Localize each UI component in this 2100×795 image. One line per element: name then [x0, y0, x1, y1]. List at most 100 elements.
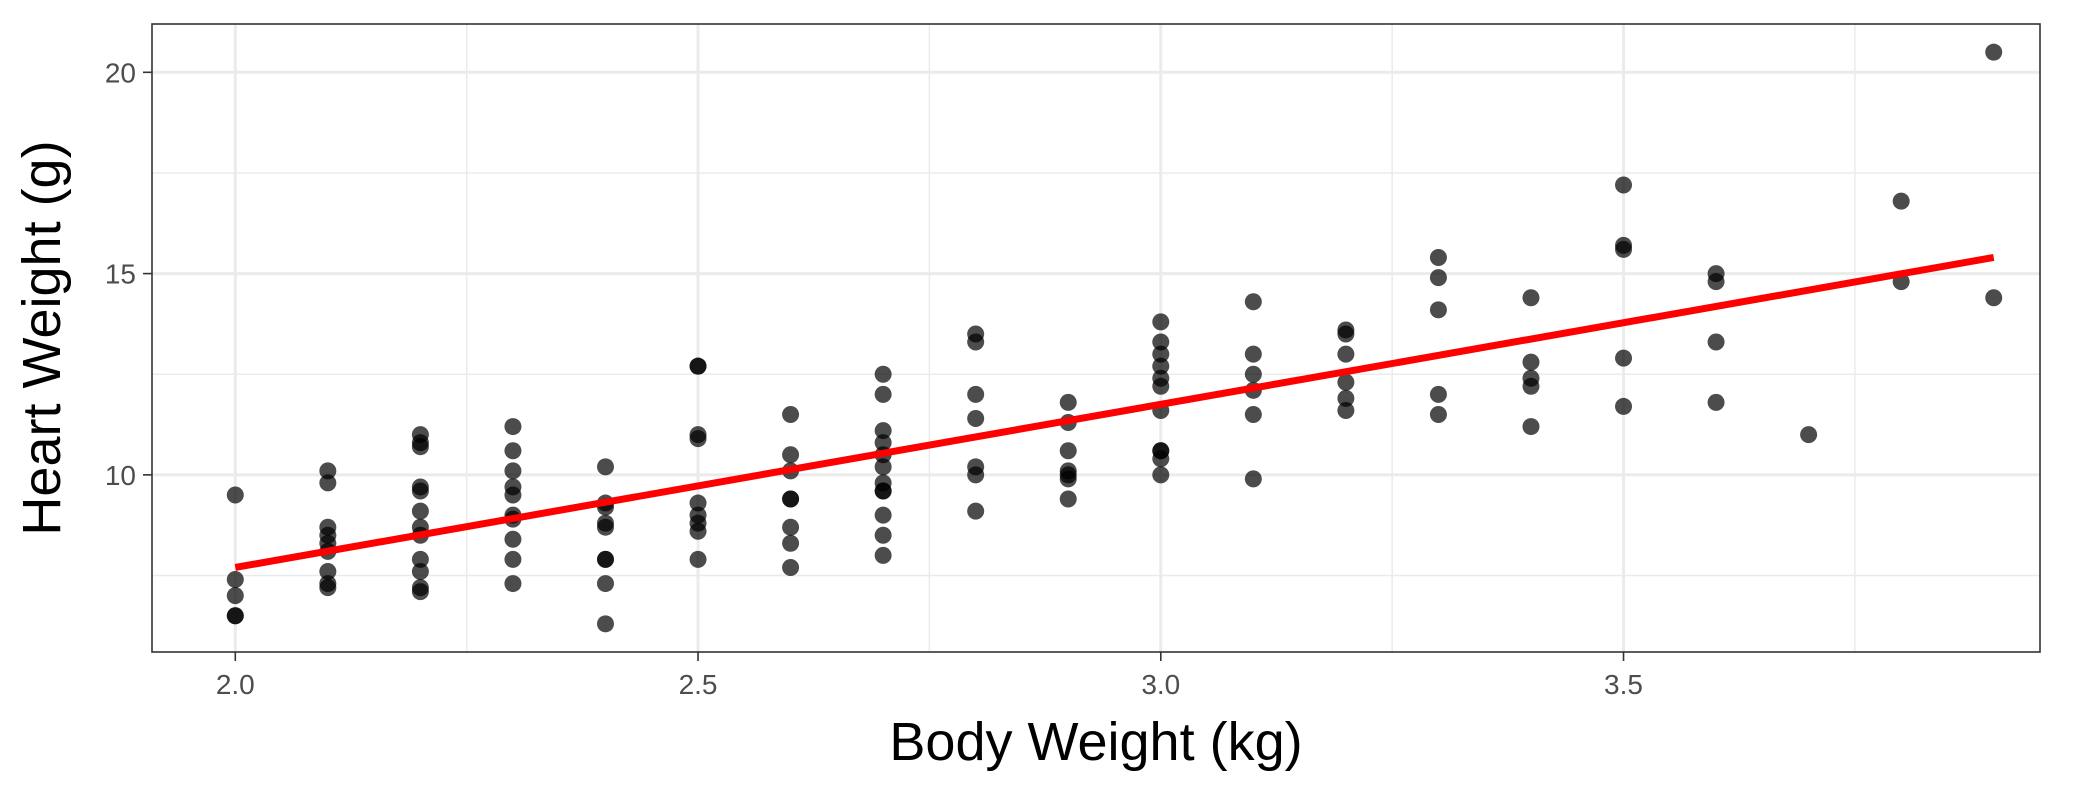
data-point-72 — [874, 526, 892, 544]
y-tick-label-1: 15 — [105, 259, 136, 290]
data-point-49 — [689, 494, 707, 512]
data-point-53 — [689, 550, 707, 568]
data-point-13 — [319, 579, 337, 597]
data-point-4 — [226, 607, 244, 625]
data-point-54 — [782, 405, 800, 423]
data-point-101 — [1244, 365, 1262, 383]
data-point-46 — [689, 357, 707, 375]
data-point-5 — [319, 462, 337, 480]
minor-gridlines — [152, 24, 2040, 652]
data-point-106 — [1337, 325, 1355, 343]
data-point-76 — [967, 385, 985, 403]
data-point-112 — [1429, 269, 1447, 287]
x-tick-label-1: 2.5 — [679, 669, 718, 700]
data-point-33 — [504, 530, 522, 548]
y-axis-title: Heart Weight (g) — [12, 140, 72, 535]
data-point-115 — [1429, 405, 1447, 423]
data-point-89 — [1152, 333, 1170, 351]
data-point-62 — [874, 365, 892, 383]
data-point-55 — [782, 446, 800, 464]
data-point-11 — [319, 562, 337, 580]
data-point-134 — [1985, 289, 2003, 307]
data-point-70 — [874, 482, 892, 500]
x-tick-label-3: 3.5 — [1604, 669, 1643, 700]
data-point-61 — [782, 558, 800, 576]
data-point-2 — [226, 587, 244, 605]
data-point-81 — [1059, 393, 1077, 411]
data-point-60 — [782, 534, 800, 552]
major-gridlines — [152, 24, 2040, 652]
data-point-42 — [596, 550, 614, 568]
data-point-18 — [411, 482, 429, 500]
data-point-117 — [1522, 353, 1540, 371]
data-point-114 — [1429, 385, 1447, 403]
data-point-98 — [1152, 466, 1170, 484]
data-point-28 — [504, 462, 522, 480]
data-point-59 — [782, 518, 800, 536]
data-point-93 — [1152, 377, 1170, 395]
data-point-109 — [1337, 389, 1355, 407]
data-point-91 — [1152, 357, 1170, 375]
data-point-104 — [1244, 470, 1262, 488]
data-point-63 — [874, 385, 892, 403]
data-point-128 — [1707, 333, 1725, 351]
data-point-107 — [1337, 345, 1355, 363]
data-point-48 — [689, 430, 707, 448]
data-point-25 — [411, 583, 429, 601]
data-point-83 — [1059, 442, 1077, 460]
data-point-88 — [1152, 313, 1170, 331]
data-point-35 — [504, 575, 522, 593]
data-point-22 — [411, 550, 429, 568]
data-point-120 — [1522, 418, 1540, 436]
data-point-34 — [504, 550, 522, 568]
data-point-108 — [1337, 373, 1355, 391]
data-point-116 — [1522, 289, 1540, 307]
data-point-123 — [1615, 240, 1633, 258]
panel-border — [151, 23, 2041, 653]
data-point-99 — [1244, 293, 1262, 311]
data-point-133 — [1985, 43, 2003, 61]
data-point-125 — [1615, 397, 1633, 415]
data-point-75 — [967, 333, 985, 351]
y-tick-label-2: 20 — [105, 57, 136, 88]
data-point-36 — [596, 458, 614, 476]
data-point-67 — [874, 458, 892, 476]
y-tick-label-0: 10 — [105, 460, 136, 491]
data-point-64 — [874, 422, 892, 440]
data-point-119 — [1522, 377, 1540, 395]
data-point-100 — [1244, 345, 1262, 363]
data-point-52 — [689, 522, 707, 540]
data-point-44 — [596, 615, 614, 633]
data-point-26 — [504, 418, 522, 436]
data-point-77 — [967, 410, 985, 428]
x-axis: 2.0 2.5 3.0 3.5 — [216, 652, 1643, 700]
data-point-79 — [967, 466, 985, 484]
data-point-23 — [411, 562, 429, 580]
data-point-97 — [1152, 450, 1170, 468]
data-point-86 — [1059, 470, 1077, 488]
data-point-0 — [226, 486, 244, 504]
data-point-16 — [411, 438, 429, 456]
data-point-130 — [1800, 426, 1818, 444]
data-point-40 — [596, 518, 614, 536]
data-point-19 — [411, 502, 429, 520]
data-point-110 — [1337, 401, 1355, 419]
data-point-65 — [874, 434, 892, 452]
data-point-27 — [504, 442, 522, 460]
data-point-124 — [1615, 349, 1633, 367]
data-point-30 — [504, 486, 522, 504]
y-axis: 10 15 20 — [105, 57, 152, 491]
x-axis-title: Body Weight (kg) — [889, 712, 1302, 772]
data-point-87 — [1059, 490, 1077, 508]
data-point-131 — [1892, 192, 1910, 210]
data-point-129 — [1707, 393, 1725, 411]
data-point-71 — [874, 506, 892, 524]
data-point-113 — [1429, 301, 1447, 319]
fit-line-group — [234, 254, 1995, 571]
data-point-111 — [1429, 248, 1447, 266]
data-point-58 — [782, 490, 800, 508]
data-point-127 — [1707, 273, 1725, 291]
